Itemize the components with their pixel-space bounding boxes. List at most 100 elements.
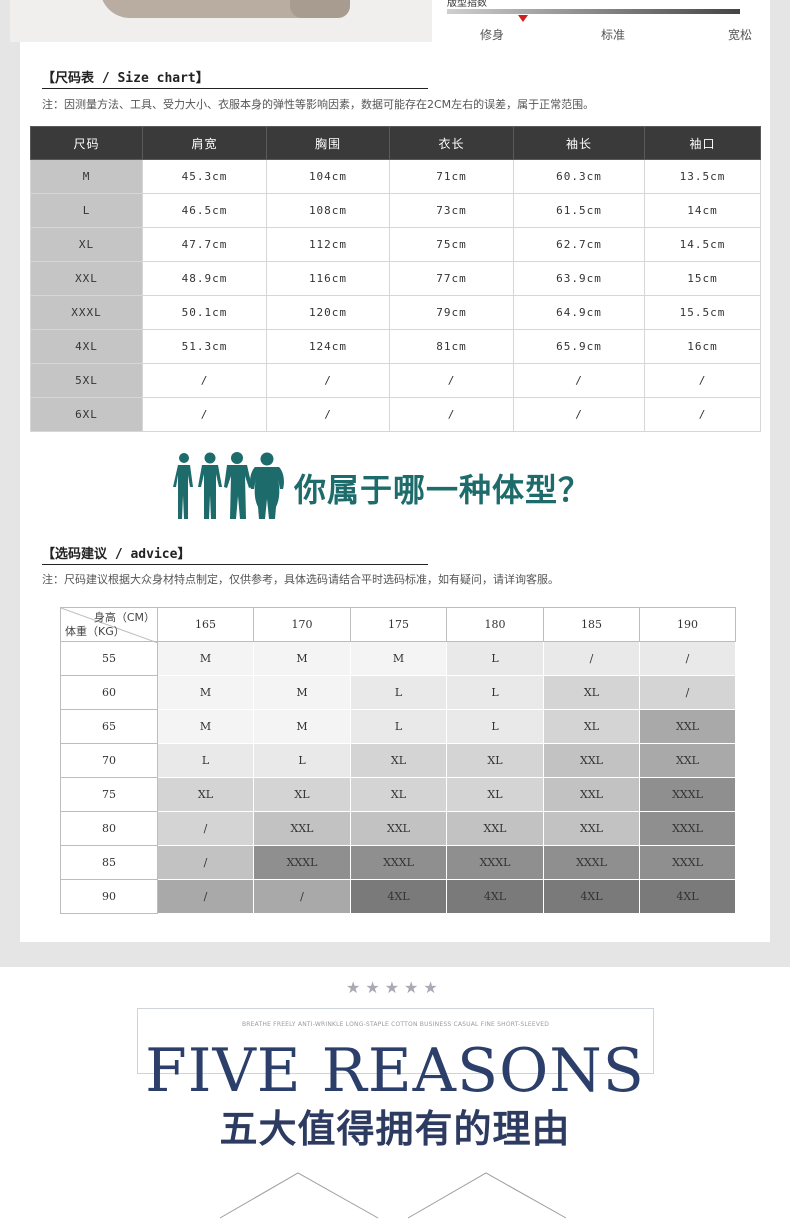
size-chart-table: 尺码 肩宽 胸围 衣长 袖长 袖口 M 45.3cm 104cm 71cm 60.3cm… <box>30 126 761 432</box>
size-chart-title: 【尺码表 / Size chart】 <box>42 71 209 86</box>
size-chart-header: 肩宽 <box>142 126 267 160</box>
advice-size-cell: M <box>253 641 351 676</box>
size-value-cell: 48.9cm <box>142 261 267 296</box>
size-chart-row: 4XL 51.3cm 124cm 81cm 65.9cm 16cm <box>30 329 761 364</box>
size-value-cell: / <box>142 397 267 432</box>
size-value-cell: 65.9cm <box>513 329 645 364</box>
weight-label-cell: 85 <box>60 845 158 880</box>
size-chart-header-row: 尺码 肩宽 胸围 衣长 袖长 袖口 <box>30 126 761 160</box>
advice-size-cell: XL <box>253 777 351 812</box>
advice-table: 身高（CM） 体重（KG） 165 170 175 180 185 190 55… <box>60 607 736 914</box>
advice-size-cell: / <box>639 675 736 710</box>
advice-row: 85/XXXL XXXL XXXL XXXL XXXL <box>60 845 736 880</box>
five-reasons-title: FIVE REASONS <box>145 1036 645 1106</box>
weight-label-cell: 60 <box>60 675 158 710</box>
size-label-cell: 4XL <box>30 329 143 364</box>
fit-label-loose: 宽松 <box>728 28 753 42</box>
advice-size-cell: M <box>157 675 254 710</box>
advice-size-cell: XXL <box>350 811 447 846</box>
advice-size-cell: XXXL <box>543 845 640 880</box>
advice-size-cell: XL <box>543 675 640 710</box>
advice-size-cell: XXXL <box>253 845 351 880</box>
size-value-cell: 116cm <box>266 261 390 296</box>
size-value-cell: 14.5cm <box>644 227 761 262</box>
advice-row: 55 M M M L / / <box>60 641 736 676</box>
size-value-cell: 13.5cm <box>644 159 761 194</box>
five-reasons-tagline: BREATHE FREELY ANTI-WRINKLE LONG-STAPLE … <box>241 1021 550 1028</box>
advice-size-cell: XXL <box>639 709 736 744</box>
fit-index-bar <box>447 9 740 14</box>
height-header: 190 <box>639 607 736 642</box>
advice-size-cell: XL <box>350 743 447 778</box>
advice-size-cell: / <box>157 811 254 846</box>
advice-size-cell: XXL <box>639 743 736 778</box>
five-reasons-section <box>0 967 790 1219</box>
advice-size-cell: M <box>157 709 254 744</box>
size-value-cell: 47.7cm <box>142 227 267 262</box>
weight-label-cell: 75 <box>60 777 158 812</box>
size-value-cell: / <box>266 363 390 398</box>
product-photo-crop <box>10 0 432 42</box>
advice-size-cell: L <box>446 709 544 744</box>
size-value-cell: 81cm <box>389 329 514 364</box>
size-chart-header: 袖长 <box>513 126 645 160</box>
size-label-cell: XXXL <box>30 295 143 330</box>
advice-size-cell: M <box>350 641 447 676</box>
height-header: 165 <box>157 607 254 642</box>
size-label-cell: M <box>30 159 143 194</box>
advice-size-cell: XXL <box>446 811 544 846</box>
size-chart-row: XXXL 50.1cm 120cm 79cm 64.9cm 15.5cm <box>30 295 761 330</box>
size-label-cell: 5XL <box>30 363 143 398</box>
advice-row: 75 XL XL XL XL XXL XXXL <box>60 777 736 812</box>
size-value-cell: 124cm <box>266 329 390 364</box>
advice-title: 【选码建议 / advice】 <box>42 547 191 562</box>
advice-size-cell: / <box>157 879 254 914</box>
advice-size-cell: XL <box>543 709 640 744</box>
advice-size-cell: XL <box>157 777 254 812</box>
advice-size-cell: 4XL <box>350 879 447 914</box>
advice-size-cell: XL <box>446 743 544 778</box>
advice-size-cell: XXXL <box>639 811 736 846</box>
advice-size-cell: XXXL <box>639 777 736 812</box>
advice-row: 60 M M L L XL / <box>60 675 736 710</box>
advice-size-cell: XXXL <box>639 845 736 880</box>
size-chart-title-rule <box>42 88 428 89</box>
weight-label-cell: 65 <box>60 709 158 744</box>
shirt-hem-graphic <box>100 0 340 18</box>
fit-index-marker-icon <box>518 15 529 22</box>
advice-size-cell: XXXL <box>350 845 447 880</box>
size-chart-header: 尺码 <box>30 126 143 160</box>
fit-label-slim: 修身 <box>480 28 505 42</box>
size-value-cell: 61.5cm <box>513 193 645 228</box>
shirt-cuff-graphic <box>290 0 350 18</box>
advice-size-cell: / <box>253 879 351 914</box>
advice-corner-cell: 身高（CM） 体重（KG） <box>60 607 158 643</box>
size-value-cell: 60.3cm <box>513 159 645 194</box>
size-value-cell: / <box>389 397 514 432</box>
size-value-cell: 15.5cm <box>644 295 761 330</box>
advice-size-cell: XL <box>350 777 447 812</box>
size-value-cell: / <box>389 363 514 398</box>
fit-label-standard: 标准 <box>601 28 626 42</box>
advice-size-cell: L <box>446 641 544 676</box>
size-chart-header: 袖口 <box>644 126 761 160</box>
advice-size-cell: XXL <box>253 811 351 846</box>
advice-size-cell: XXL <box>543 777 640 812</box>
size-chart-header: 衣长 <box>389 126 514 160</box>
size-chart-header: 胸围 <box>266 126 390 160</box>
advice-size-cell: 4XL <box>543 879 640 914</box>
height-header: 185 <box>543 607 640 642</box>
size-label-cell: XXL <box>30 261 143 296</box>
advice-title-rule <box>42 564 428 565</box>
height-header: 175 <box>350 607 447 642</box>
advice-size-cell: M <box>157 641 254 676</box>
size-value-cell: / <box>142 363 267 398</box>
size-value-cell: 64.9cm <box>513 295 645 330</box>
size-value-cell: 46.5cm <box>142 193 267 228</box>
size-value-cell: 75cm <box>389 227 514 262</box>
size-label-cell: 6XL <box>30 397 143 432</box>
size-value-cell: 112cm <box>266 227 390 262</box>
size-value-cell: / <box>644 397 761 432</box>
body-type-title: 你属于哪一种体型？ <box>294 471 592 509</box>
size-value-cell: 51.3cm <box>142 329 267 364</box>
